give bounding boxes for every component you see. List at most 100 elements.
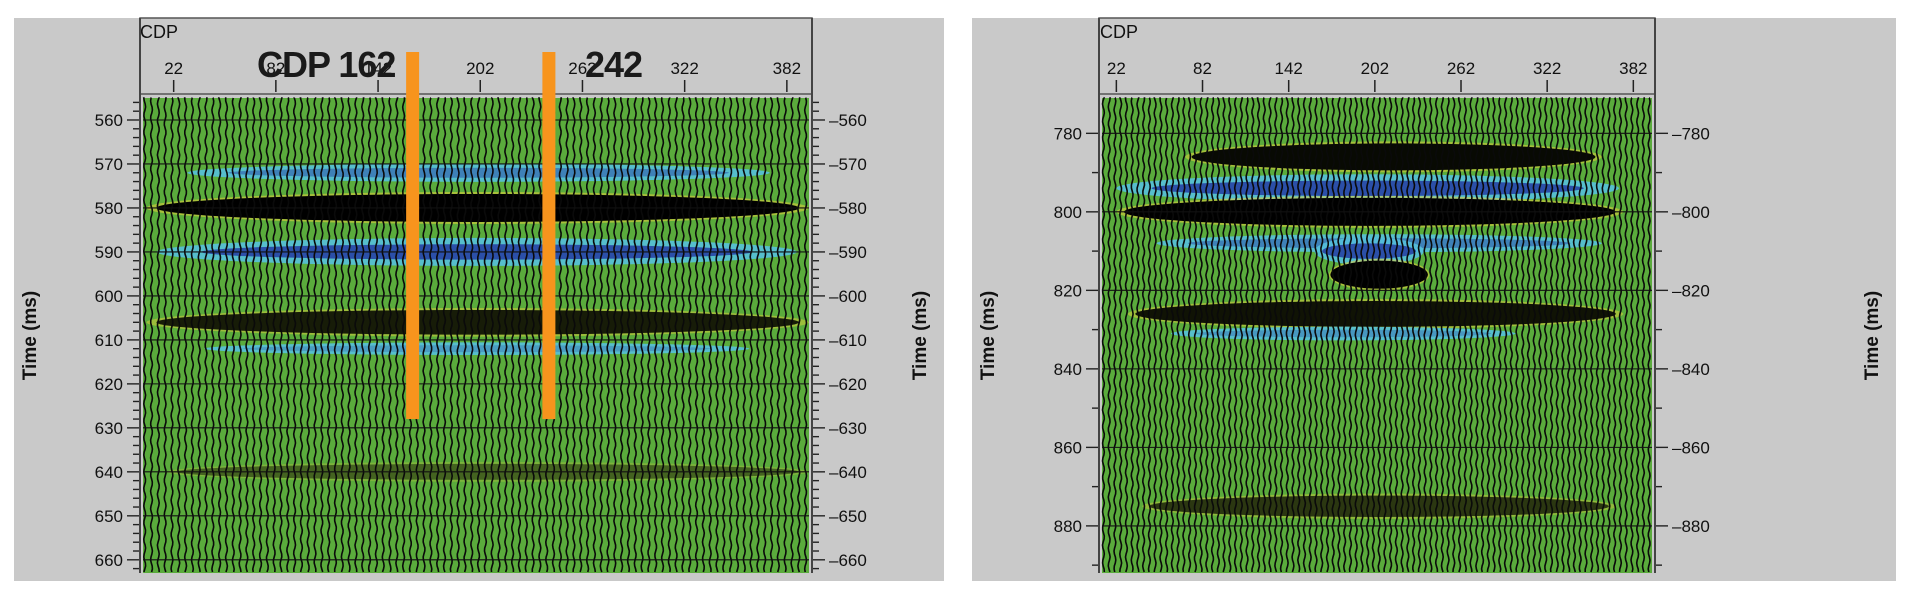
trace-68 [1492,97,1496,573]
trace-76 [1538,97,1542,573]
time-tick-label-left-660: 660 [95,551,123,570]
seismic-panel-left: CDP 22 82 142 202 262 322 382 560 –560 570 –570 580… [14,17,944,581]
trace-32 [360,97,365,573]
trace-77 [1543,97,1548,573]
trace-19 [1210,97,1215,573]
trace-84 [1584,97,1588,572]
trace-13 [231,97,236,573]
trace-45 [1360,97,1364,573]
seismic-traces [1101,97,1651,573]
time-gridlines [143,119,809,561]
time-tick-label-left-590: 590 [95,243,123,262]
trace-48 [469,97,474,573]
trace-60 [1446,97,1450,573]
cdp-marker-label-left: CDP 162 [257,44,396,85]
trace-72 [1515,97,1519,573]
trace-91 [762,97,767,573]
time-tick-label-right-780: –780 [1672,124,1710,143]
trace-52 [497,97,501,573]
seismic-section-left: 22 82 142 202 262 322 382 560 –560 570 –570 580 –580… [20,17,931,573]
trace-57 [531,97,535,572]
trace-38 [1319,97,1324,573]
trace-49 [476,97,481,573]
cdp-tick-label-142: 142 [1274,59,1302,78]
trace-77 [667,97,672,573]
trace-4 [170,97,174,573]
trace-24 [1239,97,1244,573]
trace-29 [1268,97,1272,573]
trace-54 [510,97,515,572]
y-axis-title-left: Time (ms) [978,291,999,380]
trace-16 [1193,97,1198,573]
trace-24 [306,97,310,573]
seismic-traces [142,97,808,573]
time-tick-label-left-880: 880 [1054,517,1082,536]
trace-94 [783,97,787,573]
trace-81 [694,97,699,573]
trace-85 [722,97,726,573]
trace-61 [558,97,563,573]
trace-32 [1285,97,1289,573]
trace-95 [790,97,794,573]
trace-6 [183,97,188,573]
trace-42 [429,97,433,573]
trace-65 [1475,97,1479,573]
trace-41 [1337,97,1341,573]
trace-73 [640,97,644,573]
trace-11 [217,97,222,573]
trace-21 [1222,97,1226,573]
trace-7 [1141,97,1146,573]
trace-64 [579,97,583,573]
trace-79 [681,97,685,573]
cdp-ticks: 22 82 142 202 262 322 382 [164,59,801,92]
trace-50 [483,97,488,573]
time-tick-label-left-620: 620 [95,375,123,394]
trace-30 [347,97,351,573]
trace-3 [163,97,167,573]
time-tick-label-right-610: –610 [829,331,867,350]
trace-5 [177,97,181,573]
trace-41 [422,97,426,573]
trace-23 [299,97,304,573]
trace-2 [1113,97,1117,573]
trace-90 [756,97,760,573]
time-tick-label-right-590: –590 [829,243,867,262]
trough-event-4 [204,342,750,355]
trace-86 [728,97,733,572]
trace-27 [326,97,331,573]
trace-9 [204,97,208,573]
trace-12 [224,97,229,573]
trace-1 [1107,97,1112,573]
trace-55 [517,97,522,573]
time-ticks: 780 –780 800 –800 820 –820 840 –840 860 –860 880 –8… [1054,124,1710,566]
trace-84 [715,97,719,573]
trace-80 [1561,97,1565,573]
trace-65 [585,97,590,573]
trace-43 [435,97,440,573]
trace-51 [1394,97,1399,573]
cdp-tick-label-322: 322 [1533,59,1561,78]
trace-86 [1595,97,1600,573]
trace-14 [238,97,242,573]
trace-46 [456,97,460,573]
time-tick-label-left-580: 580 [95,199,123,218]
trace-64 [1469,97,1473,573]
trace-20 [1216,97,1221,573]
trace-22 [1228,97,1232,573]
trace-37 [395,97,399,573]
trough-core-7 [1195,329,1492,338]
trace-50 [1388,97,1393,573]
time-tick-label-left-570: 570 [95,155,123,174]
time-tick-label-right-640: –640 [829,463,867,482]
trace-66 [1480,97,1485,573]
trace-78 [674,97,679,573]
trace-9 [1153,97,1157,573]
trace-67 [599,97,603,573]
trace-13 [1176,97,1180,573]
trace-28 [1262,97,1267,573]
trace-54 [1411,97,1416,573]
trace-14 [1182,97,1186,573]
trace-45 [449,97,454,573]
trace-82 [1572,97,1577,573]
trace-87 [1601,97,1605,573]
